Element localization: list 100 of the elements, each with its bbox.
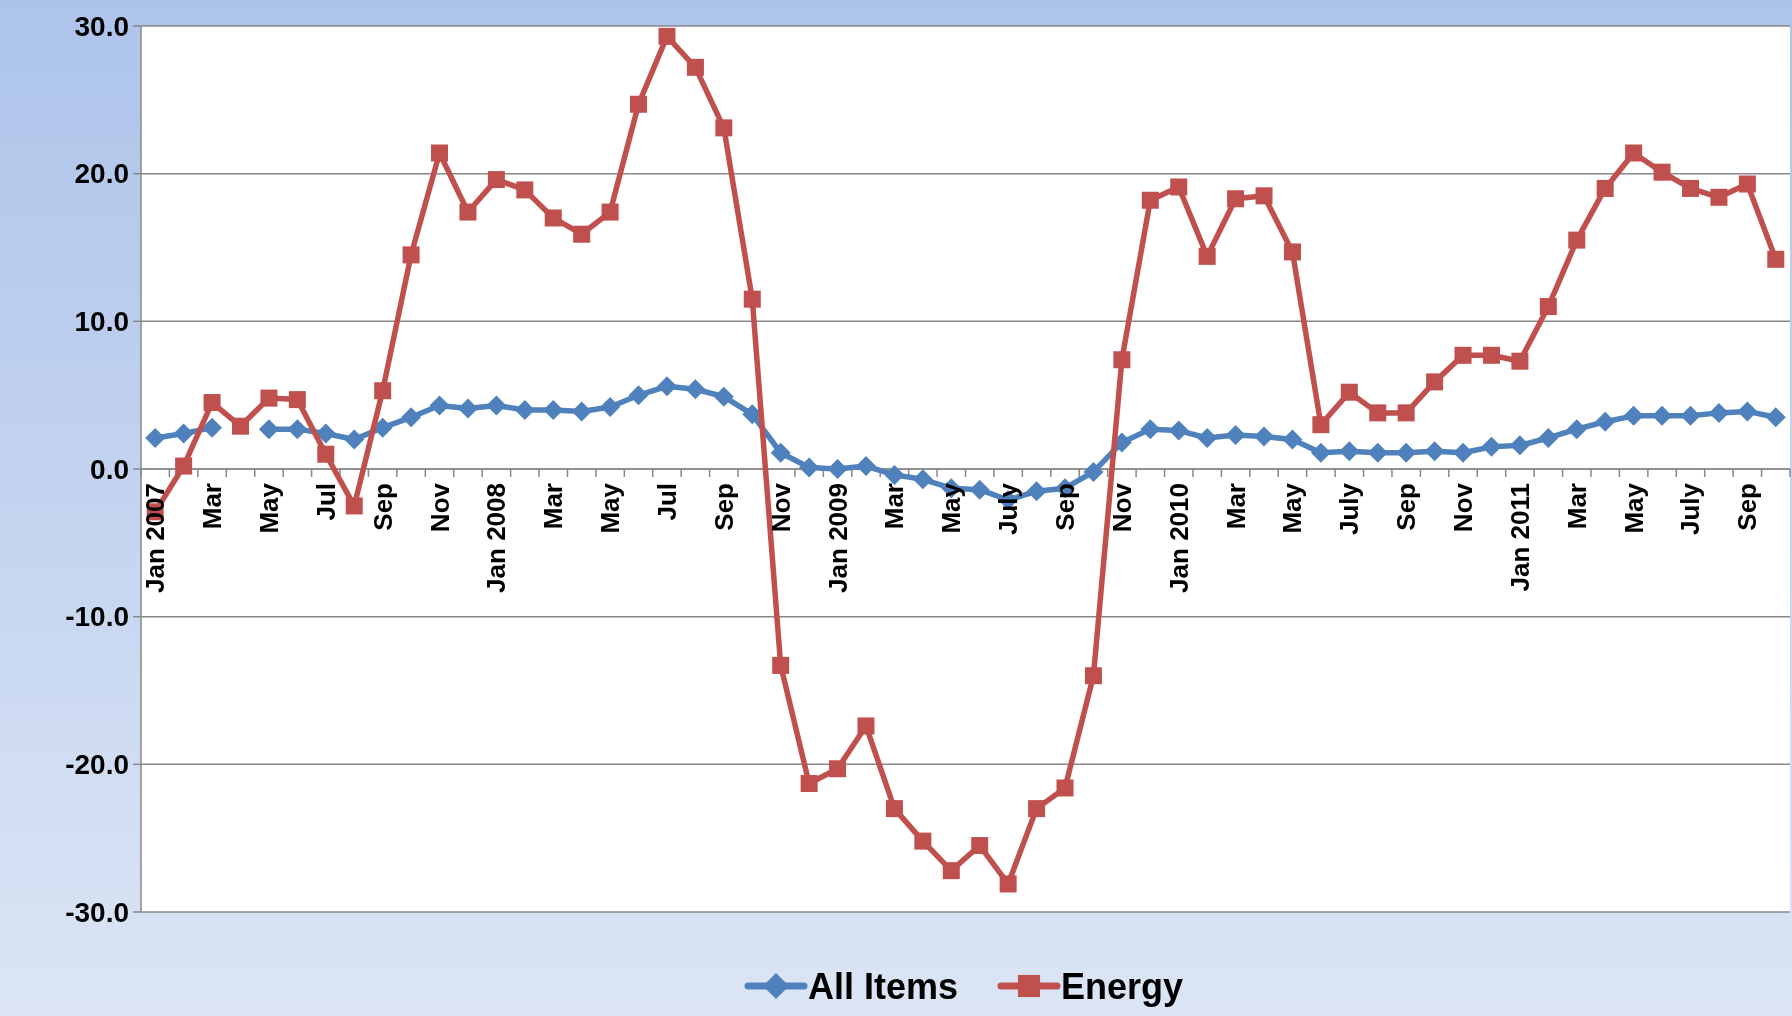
point xyxy=(912,469,933,490)
point xyxy=(1765,407,1786,428)
point xyxy=(1481,436,1502,457)
point xyxy=(1539,298,1557,316)
x-tick-label: Sep xyxy=(708,483,739,531)
point xyxy=(686,58,704,76)
point xyxy=(1681,179,1699,197)
point xyxy=(1426,373,1444,391)
point xyxy=(175,457,193,475)
point xyxy=(1227,190,1245,208)
y-tick-label: -30.0 xyxy=(65,896,129,928)
point xyxy=(1424,441,1445,462)
x-tick-label: Jul xyxy=(651,483,682,521)
point xyxy=(1083,461,1104,482)
point xyxy=(656,376,677,397)
point xyxy=(145,427,166,448)
point xyxy=(544,209,562,227)
point xyxy=(401,407,422,428)
point xyxy=(772,656,790,674)
point xyxy=(1738,175,1756,193)
point xyxy=(799,457,820,478)
x-tick-label: Jan 2007 xyxy=(140,483,171,593)
point xyxy=(317,445,335,463)
point xyxy=(514,399,535,420)
x-tick-label: Sep xyxy=(1050,483,1081,531)
point xyxy=(971,837,989,855)
point xyxy=(457,398,478,419)
point xyxy=(1625,144,1643,162)
x-tick-label: Nov xyxy=(1106,482,1137,533)
x-tick-label: Jan 2011 xyxy=(1504,483,1535,592)
point xyxy=(1140,419,1161,440)
point xyxy=(1680,405,1701,426)
y-tick-label: -20.0 xyxy=(65,749,129,781)
point xyxy=(630,95,648,113)
point xyxy=(1509,435,1530,456)
x-tick-label: May xyxy=(1277,482,1308,534)
point xyxy=(713,386,734,407)
point xyxy=(573,225,591,243)
x-tick-label: Mar xyxy=(879,483,910,530)
point xyxy=(345,497,363,515)
point xyxy=(431,144,449,162)
x-tick-label: May xyxy=(1618,482,1649,534)
y-tick-label: 30.0 xyxy=(74,10,129,42)
x-tick-label: May xyxy=(936,482,967,534)
point xyxy=(1310,442,1331,463)
point xyxy=(770,442,791,463)
x-tick-label: July xyxy=(1675,482,1706,536)
point xyxy=(1566,419,1587,440)
point xyxy=(1225,425,1246,446)
point xyxy=(1254,426,1275,447)
point xyxy=(203,394,221,412)
x-tick-label: Jan 2009 xyxy=(822,483,853,593)
point xyxy=(1170,178,1188,196)
x-tick-label: Mar xyxy=(538,483,569,530)
point xyxy=(1026,481,1047,502)
point xyxy=(1568,231,1586,249)
point xyxy=(1340,383,1358,401)
x-tick-label: May xyxy=(595,482,626,534)
y-tick-label: 0.0 xyxy=(90,453,129,485)
point xyxy=(1596,179,1614,197)
x-tick-label: Nov xyxy=(765,482,796,533)
point xyxy=(571,401,592,422)
x-tick-label: July xyxy=(993,482,1024,536)
x-tick-label: Jan 2008 xyxy=(481,483,512,593)
point xyxy=(857,717,875,735)
x-tick-label: Mar xyxy=(197,483,228,530)
point xyxy=(486,395,507,416)
x-tick-label: May xyxy=(253,482,284,534)
x-tick-label: Nov xyxy=(1448,482,1479,533)
point xyxy=(202,417,223,438)
point xyxy=(829,760,847,778)
x-tick-label: Mar xyxy=(1220,483,1251,530)
point xyxy=(1482,346,1500,364)
point xyxy=(715,119,733,137)
point xyxy=(1339,441,1360,462)
point xyxy=(685,379,706,400)
point xyxy=(1595,411,1616,432)
point xyxy=(1396,442,1417,463)
point xyxy=(374,382,392,400)
point xyxy=(1141,191,1159,209)
x-tick-label: Sep xyxy=(367,483,398,531)
point xyxy=(1197,427,1218,448)
point xyxy=(232,417,250,435)
point xyxy=(601,203,619,221)
point xyxy=(402,246,420,264)
point xyxy=(543,399,564,420)
point xyxy=(1453,442,1474,463)
point xyxy=(1283,243,1301,261)
point xyxy=(1623,405,1644,426)
point xyxy=(344,429,365,450)
point xyxy=(429,395,450,416)
point xyxy=(1367,442,1388,463)
point xyxy=(1710,188,1728,206)
point xyxy=(1737,401,1758,422)
point xyxy=(1084,667,1102,685)
point xyxy=(1454,346,1472,364)
point xyxy=(884,464,905,485)
point xyxy=(258,419,279,440)
point xyxy=(658,27,676,45)
point xyxy=(1652,405,1673,426)
